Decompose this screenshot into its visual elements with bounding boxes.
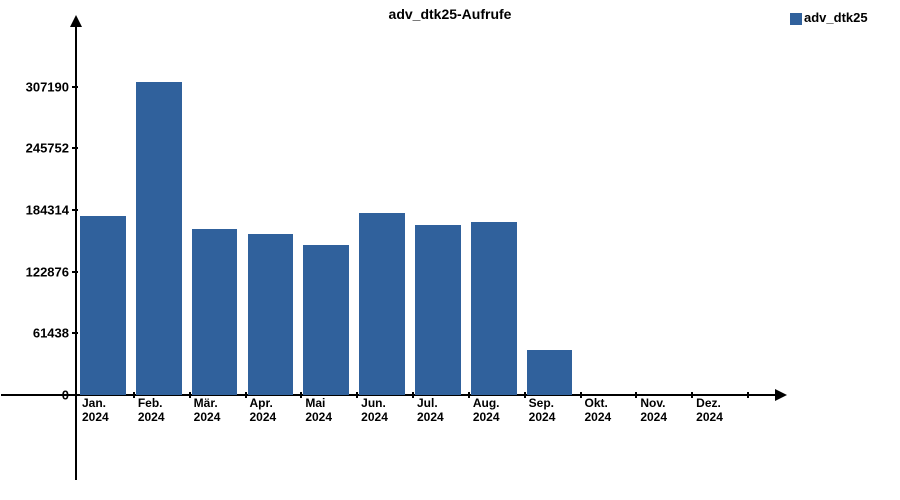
x-axis-arrow	[775, 389, 787, 401]
legend: adv_dtk25	[790, 10, 868, 25]
x-tick-mark	[580, 392, 582, 398]
bar	[248, 234, 294, 395]
x-tick-label: Jan.2024	[82, 397, 109, 425]
y-tick-mark	[72, 332, 78, 334]
x-tick-mark	[245, 392, 247, 398]
x-tick-label: Aug.2024	[473, 397, 500, 425]
x-tick-mark	[189, 392, 191, 398]
y-tick-label: 184314	[26, 203, 69, 218]
x-tick-label: Sep.2024	[529, 397, 556, 425]
bar	[136, 82, 182, 395]
bar	[80, 216, 126, 395]
chart-container: adv_dtk25-Aufrufe adv_dtk25 061438122876…	[0, 0, 900, 500]
y-tick-mark	[72, 394, 78, 396]
x-tick-mark	[691, 392, 693, 398]
y-tick-mark	[72, 86, 78, 88]
legend-swatch	[790, 13, 802, 25]
x-tick-label: Mai2024	[305, 397, 332, 425]
x-tick-mark	[747, 392, 749, 398]
bar	[303, 245, 349, 395]
bar	[359, 213, 405, 395]
y-tick-label: 245752	[26, 141, 69, 156]
y-tick-label: 122876	[26, 264, 69, 279]
x-tick-label: Apr.2024	[250, 397, 277, 425]
x-tick-mark	[300, 392, 302, 398]
y-axis-arrow	[70, 15, 82, 27]
x-tick-label: Okt.2024	[585, 397, 612, 425]
y-tick-mark	[72, 271, 78, 273]
x-tick-mark	[412, 392, 414, 398]
y-tick-label: 0	[62, 388, 69, 403]
x-tick-mark	[133, 392, 135, 398]
bar	[471, 222, 517, 395]
y-tick-label: 307190	[26, 79, 69, 94]
bar	[527, 350, 573, 395]
x-tick-label: Jul.2024	[417, 397, 444, 425]
y-tick-mark	[72, 209, 78, 211]
plot-area: 061438122876184314245752307190Jan.2024Fe…	[75, 25, 775, 395]
y-tick-label: 61438	[33, 326, 69, 341]
x-tick-label: Dez.2024	[696, 397, 723, 425]
x-tick-mark	[524, 392, 526, 398]
x-tick-label: Feb.2024	[138, 397, 165, 425]
x-tick-mark	[356, 392, 358, 398]
x-tick-label: Jun.2024	[361, 397, 388, 425]
legend-label: adv_dtk25	[804, 10, 868, 25]
y-axis	[75, 25, 77, 480]
bar	[192, 229, 238, 395]
chart-title: adv_dtk25-Aufrufe	[389, 6, 512, 22]
x-tick-mark	[635, 392, 637, 398]
y-tick-mark	[72, 147, 78, 149]
bar	[415, 225, 461, 395]
x-tick-label: Nov.2024	[640, 397, 667, 425]
x-tick-label: Mär.2024	[194, 397, 221, 425]
x-tick-mark	[468, 392, 470, 398]
